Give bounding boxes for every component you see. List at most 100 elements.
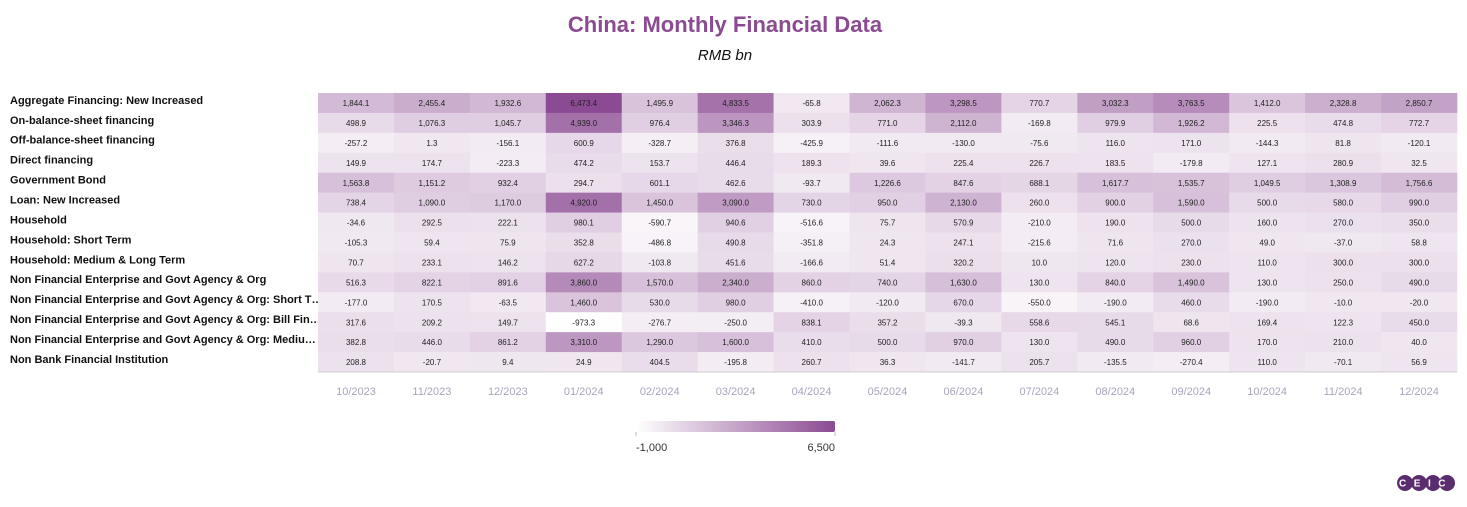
cell-label: 530.0 [650, 298, 671, 307]
heat-cell [469, 172, 547, 193]
heat-cell [1305, 172, 1382, 193]
heat-cell [925, 192, 1002, 213]
heat-cell [621, 312, 698, 333]
heat-cell [1381, 252, 1458, 273]
cell-label: 260.0 [1029, 199, 1050, 208]
x-tick-label: 11/2024 [1324, 386, 1363, 398]
cell-label: 490.0 [1409, 278, 1430, 287]
cell-label: 500.0 [1257, 199, 1278, 208]
heat-cell [925, 112, 1002, 134]
cell-label: 1,630.0 [950, 278, 977, 287]
cell-label: -135.5 [1104, 358, 1127, 367]
cell-label: 1,932.6 [494, 99, 521, 108]
cell-label: 170.0 [1257, 338, 1278, 347]
cell-label: 3,298.5 [950, 99, 977, 108]
heat-cell [925, 93, 1002, 114]
cell-label: 171.0 [1181, 139, 1202, 148]
cell-label: 979.9 [1105, 119, 1126, 128]
row-label: Aggregate Financing: New Increased [10, 95, 203, 107]
cell-label: -65.8 [802, 99, 821, 108]
x-tick-label: 07/2024 [1019, 386, 1059, 398]
heat-cell [1153, 112, 1230, 134]
heat-cell [1077, 312, 1154, 333]
cell-label: 10.0 [1032, 259, 1048, 268]
cell-label: 3,763.5 [1178, 99, 1205, 108]
heat-cell [773, 112, 850, 134]
heat-cell [1305, 152, 1382, 174]
heat-cell [1153, 252, 1230, 273]
cell-label: 847.6 [953, 179, 974, 188]
row-label: Non Financial Enterprise and Govt Agency… [10, 334, 316, 346]
cell-label: -120.1 [1408, 139, 1431, 148]
cell-label: 740.0 [877, 278, 898, 287]
heat-cell [545, 112, 623, 134]
cell-label: 980.0 [726, 298, 747, 307]
heat-cell [621, 192, 698, 213]
cell-label: 1,460.0 [570, 298, 597, 307]
heat-cell [621, 272, 698, 293]
heat-cell [318, 272, 395, 293]
heat-cell [469, 332, 547, 353]
heat-cell [545, 212, 623, 233]
cell-label: 130.0 [1029, 278, 1050, 287]
cell-label: 350.0 [1409, 219, 1430, 228]
chart-subtitle: RMB bn [698, 47, 752, 64]
row-label: Household: Short Term [10, 234, 132, 246]
row-label: Direct financing [10, 155, 93, 167]
heat-cell [1077, 292, 1154, 313]
cell-label: -20.0 [1410, 298, 1429, 307]
heat-cell [469, 132, 547, 154]
heat-cell [393, 93, 471, 114]
cell-label: 317.6 [346, 318, 367, 327]
heat-cell [1229, 172, 1306, 193]
cell-label: 474.8 [1333, 119, 1354, 128]
cell-label: 2,850.7 [1406, 99, 1433, 108]
cell-label: 2,455.4 [419, 99, 446, 108]
cell-label: 70.7 [348, 259, 364, 268]
heat-cell [697, 292, 774, 313]
heat-cell [697, 252, 774, 273]
cell-label: 294.7 [574, 179, 595, 188]
heat-cell [1229, 332, 1306, 353]
heat-cell [1229, 272, 1306, 293]
heat-cell [393, 352, 471, 373]
cell-label: -973.3 [572, 318, 595, 327]
cell-label: 81.8 [1335, 139, 1351, 148]
cell-label: 320.2 [953, 259, 974, 268]
heat-cell [1077, 152, 1154, 174]
cell-label: 2,112.0 [950, 119, 977, 128]
cell-label: 6,473.4 [570, 99, 597, 108]
chart-title: China: Monthly Financial Data [568, 12, 883, 37]
heat-cell [393, 252, 471, 273]
cell-label: 357.2 [877, 318, 898, 327]
color-tick-label: 6,500 [807, 442, 835, 454]
cell-label: -93.7 [802, 179, 821, 188]
logo-text: CEIC [1399, 479, 1453, 490]
cell-label: -351.8 [800, 239, 823, 248]
cell-label: 932.4 [498, 179, 519, 188]
heat-cell [1077, 93, 1154, 114]
heat-cell [1305, 312, 1382, 333]
heat-cell [318, 212, 395, 233]
heat-cell [1001, 93, 1078, 114]
heat-cell [318, 252, 395, 273]
heat-cell [393, 152, 471, 174]
cell-label: 300.0 [1409, 259, 1430, 268]
heat-cell [773, 172, 850, 193]
row-label: Loan: New Increased [10, 195, 120, 207]
heat-cell [1381, 292, 1458, 313]
cell-label: 1,412.0 [1254, 99, 1281, 108]
heat-cell [1229, 192, 1306, 213]
cell-label: 1,170.0 [494, 199, 521, 208]
cell-label: 601.1 [650, 179, 671, 188]
cell-label: 3,090.0 [722, 199, 749, 208]
heat-cell [393, 192, 471, 213]
cell-label: 450.0 [1409, 318, 1430, 327]
heat-cell [773, 152, 850, 174]
heat-cell [318, 93, 395, 114]
x-tick-label: 02/2024 [640, 386, 680, 398]
heat-cell [697, 312, 774, 333]
cell-label: 1,563.8 [343, 179, 370, 188]
cell-label: -590.7 [648, 219, 671, 228]
heat-cell [469, 152, 547, 174]
